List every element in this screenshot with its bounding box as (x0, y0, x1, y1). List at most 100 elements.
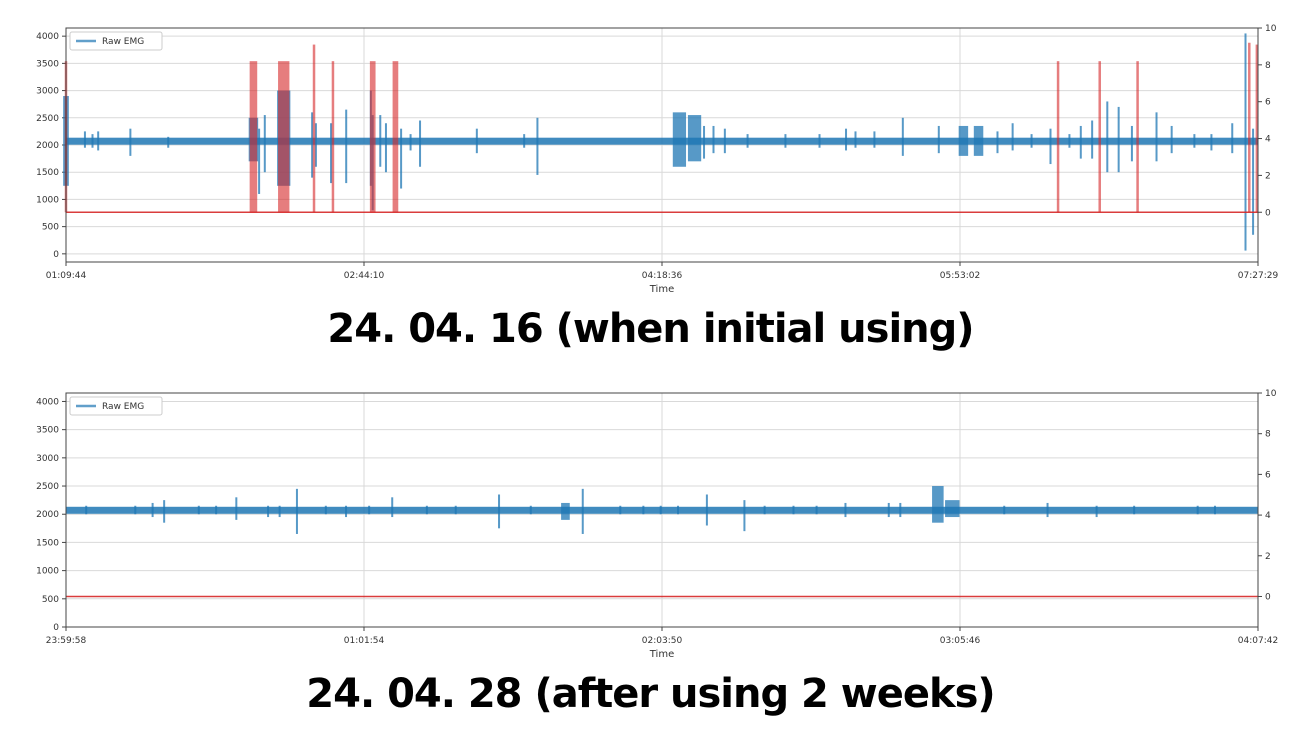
x-axis-label: Time (649, 284, 674, 295)
raw-emg-burst (703, 125, 706, 159)
legend-box (69, 396, 163, 416)
y-right-tick-label: 2 (1265, 552, 1271, 562)
raw-emg-burst (1231, 123, 1234, 154)
y-left-tick-label: 3000 (36, 454, 59, 464)
raw-emg-burst (581, 488, 584, 534)
raw-emg-burst (425, 505, 428, 515)
legend-label: Raw EMG (102, 37, 144, 47)
raw-emg-burst (763, 505, 766, 515)
raw-emg-burst (1252, 128, 1255, 235)
x-tick-label: 05:53:02 (940, 271, 980, 281)
raw-emg-burst (1117, 106, 1120, 173)
raw-emg-burst (845, 128, 848, 151)
raw-emg-burst (454, 505, 457, 515)
raw-emg-burst (1193, 134, 1196, 148)
raw-emg-burst (996, 131, 999, 154)
event-marker (1056, 61, 1060, 213)
emg-chart-initial: 0 500 1000 1500 2000 2500 3000 3500 4000 0 2 4 6 8 10 0… (36, 24, 1279, 295)
emg-chart-after-two-weeks: 0 500 1000 1500 2000 2500 3000 3500 4000 0 2 4 6 8 10 2… (36, 389, 1278, 660)
raw-emg-burst (1196, 505, 1199, 515)
raw-emg-burst (345, 109, 348, 184)
y-left-tick-label: 1500 (36, 538, 59, 548)
raw-emg-burst (324, 505, 327, 515)
raw-emg-burst (672, 112, 687, 167)
x-tick-label: 01:09:44 (46, 271, 87, 281)
y-left-tick-label: 1500 (36, 168, 59, 178)
x-tick-label: 02:03:50 (642, 636, 683, 646)
raw-emg-burst (1170, 125, 1173, 154)
raw-emg-burst (1079, 125, 1082, 159)
raw-emg-burst (311, 112, 314, 178)
raw-emg-burst (295, 488, 298, 534)
raw-emg-burst (536, 117, 539, 175)
event-marker (312, 44, 316, 213)
raw-emg-burst (712, 125, 715, 154)
raw-emg-burst (314, 123, 317, 167)
y-right-tick-label: 0 (1265, 208, 1271, 218)
raw-emg-burst (958, 125, 969, 156)
event-marker (369, 61, 376, 213)
raw-emg-burst (854, 131, 857, 148)
y-left-tick-label: 2500 (36, 482, 59, 492)
raw-emg-burst (167, 136, 170, 148)
raw-emg-burst (235, 497, 238, 520)
raw-emg-burst (1155, 112, 1158, 162)
raw-emg-burst (844, 502, 847, 518)
y-left-tick-label: 2000 (36, 141, 59, 151)
x-tick-label: 04:07:42 (1238, 636, 1278, 646)
y-left-tick-label: 2000 (36, 510, 59, 520)
raw-emg-burst (384, 123, 387, 173)
raw-emg-burst (215, 505, 218, 515)
raw-emg-baseline (66, 137, 1258, 145)
y-right-tick-label: 2 (1265, 171, 1271, 181)
raw-emg-burst (1068, 134, 1071, 148)
y-left-tick-label: 1000 (36, 195, 59, 205)
raw-emg-burst (973, 125, 984, 156)
raw-emg-burst (391, 497, 394, 518)
raw-emg-burst (400, 128, 403, 189)
raw-emg-burst (619, 505, 622, 515)
raw-emg-burst (1049, 128, 1052, 165)
raw-emg-burst (1095, 505, 1098, 518)
event-marker (1255, 44, 1259, 213)
legend-label: Raw EMG (102, 402, 144, 412)
raw-emg-burst (1130, 125, 1133, 162)
event-marker (1248, 42, 1251, 213)
raw-emg-burst (1106, 101, 1109, 173)
event-marker (1136, 61, 1139, 213)
raw-emg-burst (368, 505, 371, 515)
raw-emg-burst (409, 134, 412, 151)
x-tick-label: 07:27:29 (1238, 271, 1279, 281)
raw-emg-burst (687, 115, 702, 162)
raw-emg-burst (1046, 502, 1049, 518)
y-left-tick-label: 3000 (36, 87, 59, 97)
raw-emg-burst (1213, 505, 1216, 515)
event-marker (331, 61, 335, 213)
raw-emg-burst (129, 128, 132, 156)
raw-emg-burst (197, 505, 200, 515)
x-tick-label: 03:05:46 (940, 636, 981, 646)
raw-emg-burst (1244, 33, 1247, 251)
raw-emg-burst (379, 115, 382, 167)
raw-emg-burst (1133, 505, 1136, 515)
event-marker (278, 61, 290, 213)
raw-emg-burst (887, 502, 890, 518)
raw-emg-burst (267, 505, 270, 518)
raw-emg-burst (901, 117, 904, 156)
raw-emg-baseline (66, 506, 1258, 514)
y-right-tick-label: 6 (1265, 98, 1271, 108)
raw-emg-burst (258, 128, 261, 194)
y-right-tick-label: 0 (1265, 592, 1271, 602)
raw-emg-burst (475, 128, 478, 154)
raw-emg-burst (792, 505, 795, 515)
raw-emg-burst (642, 505, 645, 515)
plot-frame (65, 27, 1259, 263)
caption-after-two-weeks: 24. 04. 28 (after using 2 weeks) (306, 671, 995, 717)
raw-emg-burst (945, 500, 960, 518)
y-left-tick-label: 3500 (36, 426, 59, 436)
raw-emg-burst (659, 505, 662, 515)
y-left-tick-label: 500 (42, 595, 59, 605)
raw-emg-burst (818, 134, 821, 148)
y-left-tick-label: 1000 (36, 567, 59, 577)
raw-emg-burst (419, 120, 422, 167)
